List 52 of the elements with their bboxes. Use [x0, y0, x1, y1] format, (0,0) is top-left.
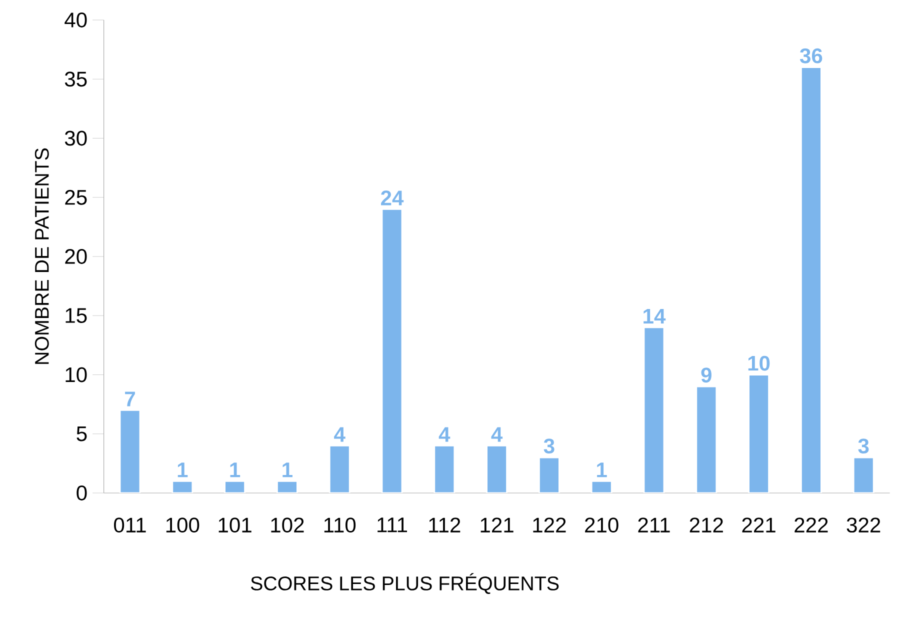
y-tick-label: 30 [64, 130, 87, 146]
bar [643, 326, 665, 493]
x-tick-label: 221 [742, 518, 776, 532]
x-tick-label: 211 [638, 518, 670, 532]
x-tick-label: 212 [690, 518, 723, 532]
y-tick-label: 0 [76, 486, 87, 500]
x-tick-label: 122 [533, 518, 566, 532]
data-label: 10 [748, 356, 770, 371]
bar [119, 410, 141, 493]
x-tick-label: 101 [218, 518, 252, 533]
bar [486, 444, 508, 493]
bar [852, 456, 874, 493]
data-label: 1 [178, 462, 188, 478]
bar [381, 208, 403, 493]
data-label: 4 [438, 427, 450, 442]
x-axis-title: SCORES LES PLUS FRÉQUENTS [250, 573, 559, 594]
x-tick-label: 112 [429, 518, 460, 532]
data-label: 3 [858, 438, 869, 454]
data-label: 24 [381, 190, 404, 206]
y-tick-label: 25 [65, 190, 87, 205]
bar [328, 444, 350, 493]
bar [696, 386, 718, 493]
x-tick-label: 322 [846, 518, 880, 533]
x-tick-label: 110 [324, 518, 356, 533]
y-tick-label: 5 [76, 426, 87, 442]
x-tick-label: 111 [378, 518, 407, 532]
y-axis-title: NOMBRE DE PATIENTS [34, 148, 49, 364]
data-label: 7 [125, 392, 135, 406]
data-label: 1 [282, 462, 292, 478]
data-label: 4 [491, 427, 503, 442]
data-label: 9 [701, 368, 712, 383]
data-label: 3 [544, 438, 554, 454]
x-tick-label: 121 [480, 518, 514, 532]
y-tick-label: 20 [65, 249, 87, 264]
bar [748, 374, 770, 493]
data-label: 1 [230, 462, 240, 478]
bar [538, 456, 560, 493]
bar [800, 66, 822, 493]
x-tick-label: 011 [114, 518, 146, 533]
x-tick-label: 100 [166, 518, 200, 533]
x-tick-label: 222 [794, 518, 828, 532]
y-tick-label: 35 [64, 72, 87, 87]
data-label: 14 [644, 308, 666, 324]
x-tick-label: 102 [271, 518, 304, 533]
data-label: 4 [334, 427, 346, 442]
y-tick-label: 10 [66, 367, 87, 382]
bar [434, 444, 456, 493]
y-tick-label: 15 [66, 308, 87, 323]
data-label: 36 [800, 48, 822, 64]
x-tick-label: 210 [585, 518, 618, 533]
data-label: 1 [597, 462, 607, 478]
y-tick-label: 40 [64, 12, 87, 28]
